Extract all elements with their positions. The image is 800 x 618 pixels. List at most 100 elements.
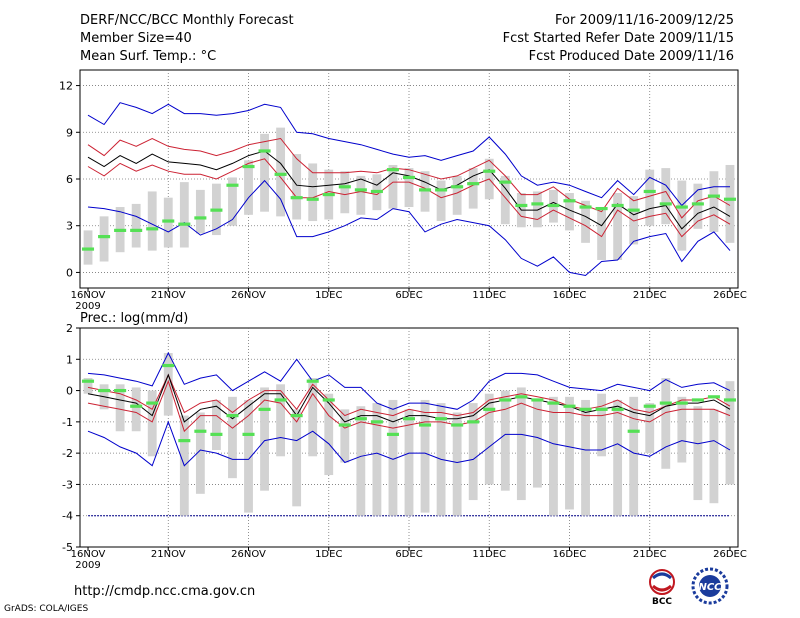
series-line-min: [87, 420, 731, 467]
observed-marker: [563, 199, 576, 203]
observed-marker: [531, 398, 544, 402]
y-tick-label: 12: [59, 80, 73, 93]
observed-marker: [210, 432, 223, 436]
ensemble-box: [725, 164, 735, 243]
forecast-start-date: Fcst Started Refer Date 2009/11/15: [502, 31, 734, 46]
observed-marker: [499, 180, 512, 184]
ensemble-box: [163, 353, 173, 416]
ensemble-box: [404, 409, 414, 516]
observed-marker: [130, 228, 143, 232]
ensemble-box: [725, 381, 735, 485]
ensemble-box: [228, 177, 237, 226]
observed-marker: [274, 398, 287, 402]
observed-marker: [723, 197, 736, 201]
ensemble-box: [629, 396, 639, 516]
series-line-upper: [87, 373, 731, 417]
ensemble-box: [244, 160, 253, 215]
ensemble-box: [484, 393, 494, 485]
observed-marker: [82, 379, 95, 383]
ensemble-box: [260, 133, 269, 212]
ensemble-box: [597, 393, 606, 457]
x-tick-label: 16NOV: [71, 290, 106, 301]
ensemble-box: [597, 208, 606, 260]
ensemble-box: [179, 182, 189, 248]
chart-panel-2: 16NOV 21NOV 26NOV 1DEC 6DEC 11DEC 16DEC 21DEC 26…: [62, 322, 747, 571]
ensemble-box: [308, 163, 318, 222]
ensemble-box: [613, 193, 623, 260]
ensemble-box: [629, 196, 639, 245]
ensemble-box: [565, 193, 574, 231]
source-url[interactable]: http://cmdp.ncc.cma.gov.cn: [74, 584, 256, 599]
observed-marker: [162, 219, 175, 223]
y-tick-label: 0: [66, 266, 73, 279]
observed-marker: [82, 247, 95, 251]
ensemble-box: [532, 399, 542, 488]
x-tick-label: 16NOV: [71, 549, 106, 560]
observed-marker: [707, 395, 720, 399]
observed-marker: [419, 188, 432, 192]
y-tick-label: -1: [62, 416, 73, 429]
observed-marker: [723, 398, 736, 402]
observed-marker: [547, 401, 560, 405]
ensemble-box: [388, 164, 398, 209]
ensemble-box: [532, 191, 542, 228]
ensemble-box: [292, 409, 302, 507]
observed-marker: [146, 227, 159, 231]
series-line-min: [87, 179, 731, 277]
x-tick-label: 6DEC: [395, 549, 422, 560]
ensemble-box: [709, 409, 719, 504]
observed-marker: [322, 192, 335, 197]
ensemble-box: [693, 183, 703, 229]
observed-marker: [146, 401, 159, 405]
x-tick-label: 21NOV: [151, 549, 186, 560]
observed-marker: [354, 417, 367, 421]
observed-marker: [290, 414, 303, 418]
ensemble-box: [468, 403, 478, 501]
observed-marker: [290, 196, 303, 200]
chart-panel-1: 16NOV 21NOV 26NOV 1DEC 6DEC 11DEC 16DEC 21DEC 26…: [59, 69, 747, 312]
bcc-logo-text: BCC: [652, 597, 672, 606]
x-tick-label: 26DEC: [713, 549, 747, 560]
ensemble-box: [212, 399, 221, 451]
observed-marker: [386, 168, 399, 172]
x-tick-label: 11DEC: [472, 290, 506, 301]
x-tick-label: 16DEC: [553, 290, 587, 301]
ensemble-box: [276, 127, 286, 217]
ensemble-box: [260, 387, 269, 491]
observed-marker: [467, 420, 480, 424]
ensemble-box: [147, 191, 157, 251]
ensemble-box: [99, 216, 109, 262]
observed-marker: [515, 395, 528, 399]
y-tick-label: 3: [66, 220, 73, 233]
y-tick-label: -3: [62, 478, 73, 491]
x-tick-label: 16DEC: [553, 549, 587, 560]
observed-marker: [194, 429, 207, 433]
observed-marker: [675, 205, 688, 209]
x-tick-label: 21NOV: [151, 290, 186, 301]
observed-marker: [386, 432, 399, 436]
observed-marker: [178, 222, 191, 226]
ensemble-box: [565, 396, 574, 510]
observed-marker: [98, 388, 111, 393]
y-tick-label: 6: [66, 173, 73, 186]
observed-marker: [402, 175, 416, 180]
observed-marker: [643, 189, 656, 194]
forecast-period: For 2009/11/16-2009/12/25: [555, 13, 734, 28]
chart-title: DERF/NCC/BCC Monthly Forecast: [80, 13, 294, 28]
x-tick-label: 26NOV: [231, 290, 266, 301]
x-tick-label: 26NOV: [231, 549, 266, 560]
precip-title: Prec.: log(mm/d): [80, 311, 188, 326]
bcc-logo: BCC: [649, 569, 675, 606]
ensemble-box: [292, 154, 302, 220]
y-tick-label: -2: [62, 447, 73, 460]
x-year-label: 2009: [75, 560, 100, 571]
ensemble-box: [661, 168, 671, 225]
observed-marker: [162, 363, 175, 368]
ensemble-box: [404, 168, 414, 208]
ensemble-box: [452, 175, 462, 215]
ensemble-box: [500, 175, 510, 225]
observed-marker: [370, 189, 383, 194]
observed-marker: [242, 164, 255, 169]
observed-marker: [210, 208, 223, 212]
observed-marker: [515, 203, 528, 208]
